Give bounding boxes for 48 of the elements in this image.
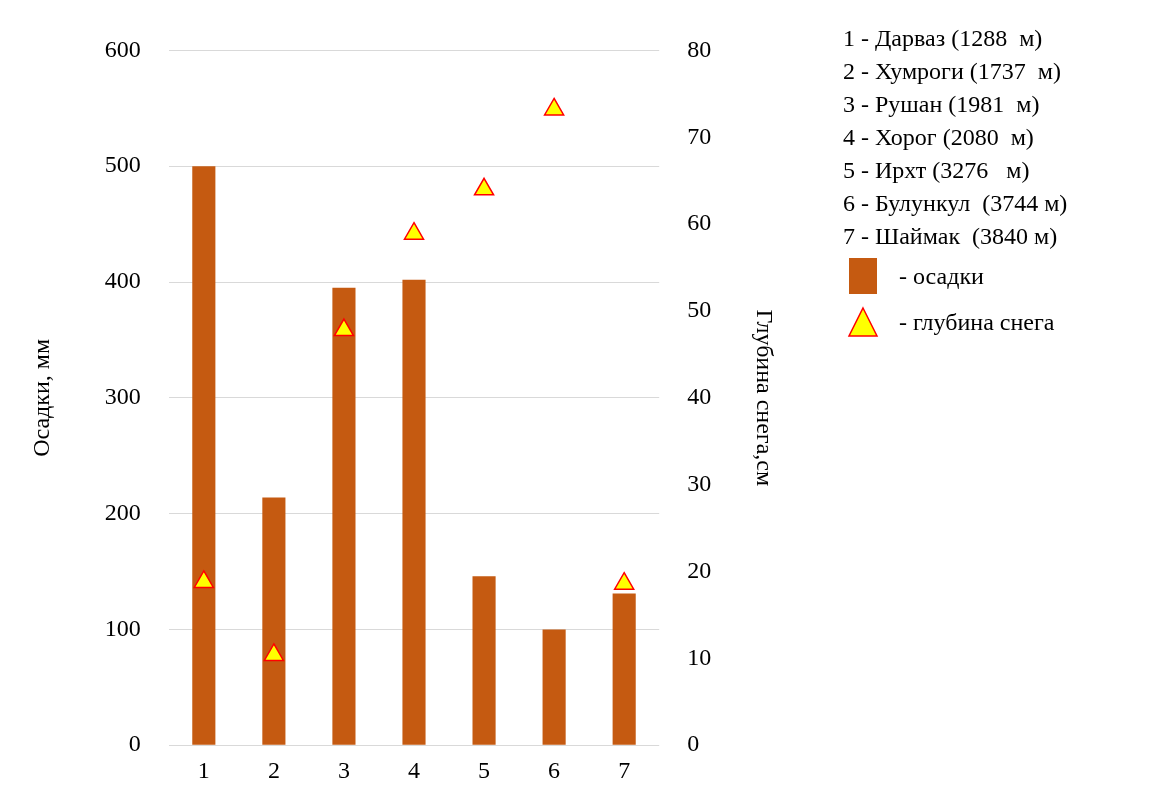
point bbox=[193, 570, 215, 589]
point bbox=[403, 221, 425, 240]
text: 4 - Хорог (2080 м) bbox=[843, 123, 1035, 152]
y2-tick-label: 50 bbox=[687, 296, 712, 323]
point bbox=[543, 97, 565, 116]
y-tick-label: 500 bbox=[104, 151, 141, 178]
bar bbox=[262, 497, 286, 745]
y2-tick-label: 10 bbox=[687, 643, 712, 670]
bar bbox=[472, 576, 496, 745]
point bbox=[333, 318, 355, 337]
y2-tick-label: 30 bbox=[687, 469, 712, 496]
point bbox=[263, 643, 285, 662]
text: 3 - Рушан (1981 м) bbox=[843, 90, 1041, 119]
x-tick-label: 4 bbox=[408, 756, 420, 783]
x-tick-label: 7 bbox=[618, 756, 631, 783]
x-tick-label: 1 bbox=[197, 756, 210, 783]
text: 6 - Булункул (3744 м) bbox=[843, 189, 1068, 218]
y2-tick-label: 20 bbox=[687, 556, 712, 583]
y-axis-title: Осадки, мм bbox=[27, 338, 54, 457]
bar bbox=[192, 166, 216, 745]
y2-tick-label: 60 bbox=[687, 209, 712, 236]
y2-tick-label: 40 bbox=[687, 383, 712, 410]
legend-label: - глубина снега bbox=[899, 307, 1055, 337]
legend-label: - осадки bbox=[899, 261, 984, 291]
text: 2 - Хумроги (1737 м) bbox=[843, 57, 1062, 86]
y-tick-label: 300 bbox=[104, 383, 141, 410]
point bbox=[613, 571, 635, 590]
y2-tick-label: 0 bbox=[687, 730, 700, 757]
x-tick-label: 2 bbox=[267, 756, 280, 783]
bar bbox=[612, 593, 636, 745]
bar bbox=[332, 287, 356, 745]
y2-tick-label: 80 bbox=[687, 35, 712, 62]
y-tick-label: 100 bbox=[104, 614, 141, 641]
bar bbox=[542, 629, 566, 745]
text: 7 - Шаймак (3840 м) bbox=[843, 222, 1059, 251]
point bbox=[473, 177, 495, 196]
x-tick-label: 3 bbox=[337, 756, 350, 783]
x-tick-label: 5 bbox=[478, 756, 491, 783]
y-tick-label: 200 bbox=[104, 498, 141, 525]
y-tick-label: 600 bbox=[104, 35, 141, 62]
y-tick-label: 400 bbox=[104, 267, 141, 294]
text: 1 - Дарваз (1288 м) bbox=[843, 24, 1044, 53]
y2-tick-label: 70 bbox=[687, 122, 712, 149]
text: 5 - Ирхт (3276 м) bbox=[843, 156, 1031, 185]
y-tick-label: 0 bbox=[128, 730, 141, 757]
y2-axis-title: Глубина снега,см bbox=[752, 309, 779, 487]
bar bbox=[402, 279, 426, 745]
x-tick-label: 6 bbox=[548, 756, 561, 783]
